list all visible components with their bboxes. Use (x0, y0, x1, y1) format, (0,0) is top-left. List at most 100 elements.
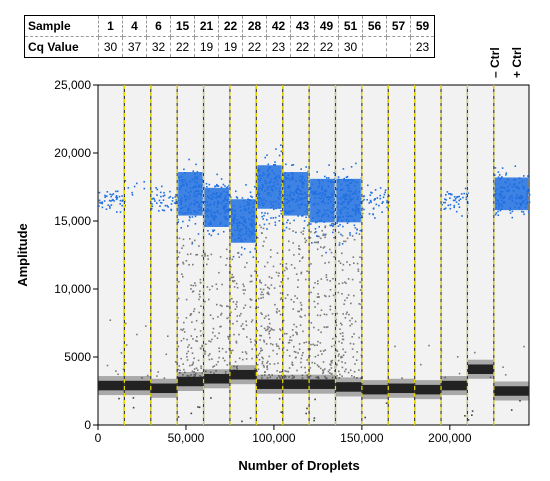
droplet-point (288, 355, 291, 357)
droplet-point (508, 198, 511, 201)
droplet-point (267, 193, 269, 196)
droplet-point (271, 170, 274, 172)
droplet-point (192, 170, 195, 172)
droplet-point (286, 194, 289, 197)
droplet-point (489, 376, 492, 379)
droplet-point (280, 297, 283, 299)
droplet-point (453, 206, 455, 209)
droplet-point (523, 200, 525, 202)
droplet-point (323, 294, 326, 297)
droplet-point (213, 203, 215, 206)
droplet-point (220, 186, 223, 189)
droplet-point (232, 322, 234, 325)
droplet-point (322, 361, 325, 363)
droplet-point (350, 215, 353, 217)
droplet-point (330, 224, 333, 227)
droplet-point (355, 210, 357, 212)
droplet-point (222, 200, 225, 202)
droplet-point (448, 193, 450, 195)
droplet-point (324, 236, 326, 239)
droplet-point (267, 328, 269, 330)
droplet-point (227, 305, 229, 308)
droplet-point (353, 219, 356, 222)
droplet-point (108, 199, 111, 202)
droplet-point (191, 216, 194, 218)
droplet-point (250, 234, 253, 236)
droplet-point (145, 325, 147, 327)
droplet-point (219, 256, 222, 258)
droplet-point (220, 193, 222, 196)
droplet-point (187, 225, 189, 227)
droplet-point (239, 314, 241, 317)
droplet-point (451, 193, 453, 196)
droplet-point (357, 196, 359, 198)
droplet-point (349, 232, 351, 234)
droplet-point (341, 188, 344, 191)
droplet-point (199, 296, 201, 298)
droplet-point (283, 269, 286, 272)
droplet-point (352, 209, 354, 212)
droplet-point (287, 370, 290, 373)
droplet-point (116, 211, 118, 213)
droplet-point (307, 348, 310, 350)
droplet-point (188, 204, 191, 206)
droplet-point (336, 220, 339, 222)
droplet-point (349, 324, 351, 327)
droplet-point (528, 193, 531, 196)
droplet-point (261, 374, 263, 377)
droplet-point (266, 228, 268, 230)
droplet-point (263, 339, 265, 342)
droplet-point (333, 216, 335, 219)
droplet-point (297, 195, 300, 198)
droplet-point (509, 207, 512, 209)
droplet-point (226, 191, 228, 193)
droplet-point (291, 164, 293, 166)
droplet-point (273, 164, 275, 166)
droplet-point (204, 212, 207, 214)
droplet-point (169, 190, 171, 193)
droplet-point (313, 193, 316, 195)
droplet-point (339, 332, 342, 335)
droplet-point (523, 188, 525, 190)
droplet-point (347, 215, 349, 218)
droplet-point (358, 369, 360, 371)
droplet-point (515, 186, 517, 188)
droplet-point (239, 206, 242, 208)
droplet-point (299, 197, 301, 200)
droplet-point (333, 217, 336, 220)
droplet-point (301, 197, 304, 200)
droplet-point (194, 185, 196, 188)
droplet-point (293, 350, 296, 353)
droplet-point (287, 186, 289, 189)
droplet-point (204, 255, 206, 257)
droplet-point (124, 180, 127, 182)
droplet-point (330, 180, 332, 182)
droplet-point (275, 148, 277, 150)
droplet-point (249, 298, 252, 301)
droplet-point (243, 307, 245, 309)
droplet-point (218, 350, 221, 353)
droplet-point (276, 252, 279, 254)
droplet-point (196, 176, 198, 179)
droplet-point (224, 218, 227, 220)
droplet-point (271, 328, 273, 331)
droplet-point (195, 201, 197, 203)
negative-band (361, 384, 389, 395)
droplet-point (297, 215, 299, 217)
droplet-point (245, 324, 248, 327)
droplet-point (275, 310, 278, 313)
droplet-point (260, 293, 262, 296)
droplet-point (360, 197, 362, 200)
droplet-point (523, 186, 526, 189)
droplet-point (342, 338, 345, 341)
droplet-point (330, 251, 333, 254)
droplet-point (245, 358, 248, 360)
droplet-point (301, 215, 303, 217)
droplet-point (151, 205, 154, 208)
droplet-point (249, 230, 251, 232)
droplet-point (357, 211, 360, 214)
droplet-point (346, 207, 349, 210)
droplet-point (353, 370, 356, 373)
droplet-point (220, 178, 223, 180)
droplet-point (306, 208, 308, 210)
